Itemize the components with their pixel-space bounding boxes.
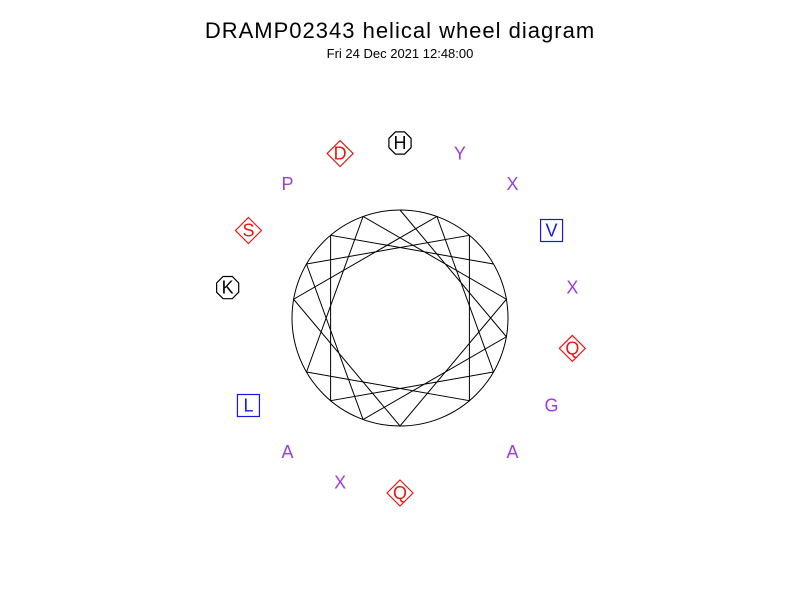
residue-label: X — [334, 472, 346, 492]
residue-4: S — [235, 218, 261, 244]
residue-3: X — [334, 472, 346, 492]
residue-label: Q — [393, 483, 407, 503]
residue-8: D — [327, 141, 353, 167]
residue-7: L — [237, 395, 259, 417]
residue-label: G — [545, 396, 559, 416]
residue-11: K — [217, 277, 239, 299]
residue-2: Q — [559, 335, 585, 361]
residue-label: S — [242, 221, 254, 241]
residue-6: A — [506, 442, 518, 462]
residue-9: X — [566, 278, 578, 298]
residue-5: X — [506, 174, 518, 194]
residue-13: G — [545, 396, 559, 416]
helical-wheel-diagram: H Q X S X A L D X Q K Y G A P V — [0, 0, 800, 600]
residue-label: L — [243, 396, 253, 416]
residue-12: Y — [454, 144, 466, 164]
residue-label: X — [566, 278, 578, 298]
residue-label: D — [334, 144, 347, 164]
residue-label: H — [394, 133, 407, 153]
residue-label: Q — [565, 338, 579, 358]
residue-16: V — [541, 220, 563, 242]
residue-1: H — [389, 132, 411, 154]
residue-label: P — [282, 174, 294, 194]
residue-label: A — [506, 442, 518, 462]
residue-label: V — [546, 221, 558, 241]
residue-label: Y — [454, 144, 466, 164]
residue-label: A — [282, 442, 294, 462]
wheel-circle — [292, 210, 508, 426]
residue-14: A — [282, 442, 294, 462]
residue-15: P — [282, 174, 294, 194]
helical-path — [294, 210, 507, 426]
residue-label: K — [222, 278, 234, 298]
residue-10: Q — [387, 480, 413, 506]
residue-label: X — [506, 174, 518, 194]
